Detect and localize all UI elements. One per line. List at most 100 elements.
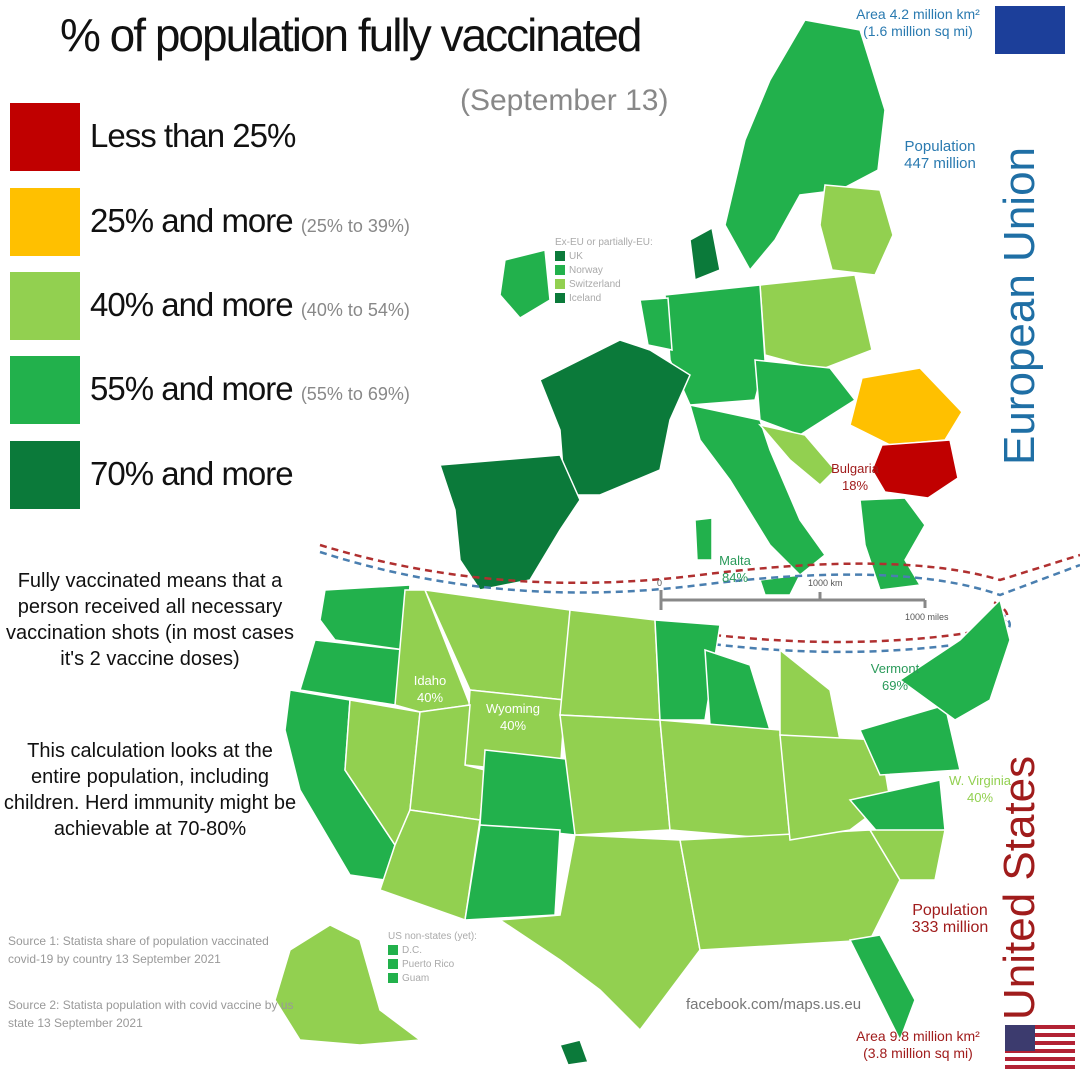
baltics bbox=[819, 184, 894, 276]
legend-swatch bbox=[10, 356, 80, 424]
central-europe bbox=[754, 359, 857, 436]
south bbox=[679, 829, 901, 951]
eu-area: Area 4.2 million km² (1.6 million sq mi) bbox=[838, 6, 998, 40]
region-value: 40% bbox=[966, 790, 994, 805]
us-population-label: Population bbox=[912, 902, 988, 919]
europe-map bbox=[438, 19, 963, 596]
region-value: 84% bbox=[721, 570, 749, 585]
non-states-title: US non-states (yet): bbox=[388, 931, 477, 942]
legend-range: (40% to 54%) bbox=[300, 300, 410, 320]
scale-bar bbox=[659, 590, 927, 610]
carolinas bbox=[868, 829, 946, 881]
dakotas bbox=[559, 609, 661, 721]
legend-label: 25% and more bbox=[90, 202, 294, 239]
eu-area-mi: (1.6 million sq mi) bbox=[863, 23, 973, 39]
region-value: 40% bbox=[416, 690, 444, 705]
legend-swatch bbox=[10, 441, 80, 509]
region-value: 69% bbox=[881, 678, 909, 693]
us-area-text: Area 9.8 million km² bbox=[856, 1028, 980, 1044]
scale-miles: 1000 miles bbox=[905, 612, 949, 622]
michigan bbox=[779, 648, 841, 741]
subtitle: (September 13) bbox=[460, 84, 669, 117]
croatia bbox=[757, 423, 837, 487]
scale-km: 1000 km bbox=[808, 578, 843, 588]
washington bbox=[319, 584, 411, 651]
credit: facebook.com/maps.us.eu bbox=[686, 996, 862, 1013]
region-name: Wyoming bbox=[485, 701, 541, 716]
non-states-list: D.C. Puerto Rico Guam bbox=[388, 944, 477, 986]
region-label: Vermont 69% bbox=[860, 660, 930, 694]
ex-eu-item: Switzerland bbox=[555, 278, 653, 292]
ex-eu-swatch bbox=[555, 251, 565, 262]
ex-eu-name: Switzerland bbox=[569, 279, 621, 290]
ex-eu-name: UK bbox=[569, 251, 583, 262]
ex-eu-item: Norway bbox=[555, 264, 653, 278]
region-value: 40% bbox=[499, 718, 527, 733]
legend-item: 55% and more (55% to 69%) bbox=[90, 370, 410, 408]
hawaii bbox=[558, 1039, 590, 1066]
scale-zero: 0 bbox=[657, 578, 663, 588]
region-label: Idaho 40% bbox=[395, 672, 465, 706]
legend-item: 70% and more bbox=[90, 455, 294, 493]
ex-eu-list: UK Norway Switzerland Iceland bbox=[555, 250, 653, 306]
note: This calculation looks at the entire pop… bbox=[3, 740, 297, 840]
ex-eu-swatch bbox=[555, 293, 565, 304]
note: Fully vaccinated means that a person rec… bbox=[6, 570, 294, 670]
region-label: W. Virginia 40% bbox=[945, 772, 1015, 806]
romania bbox=[849, 367, 963, 446]
non-state-swatch bbox=[388, 959, 398, 970]
legend-range: (25% to 39%) bbox=[300, 216, 410, 236]
non-state-name: Guam bbox=[402, 973, 430, 984]
region-label: Bulgaria 18% bbox=[820, 460, 890, 494]
title: % of population fully vaccinated bbox=[60, 9, 642, 61]
legend-label: 55% and more bbox=[90, 370, 294, 407]
region-name: Bulgaria bbox=[831, 461, 879, 476]
ex-eu-swatch bbox=[555, 265, 565, 276]
colorado bbox=[479, 749, 576, 836]
benelux bbox=[639, 297, 673, 351]
eu-population-label: Population bbox=[904, 138, 976, 155]
non-states: US non-states (yet): D.C. Puerto Rico Guam bbox=[388, 930, 477, 986]
us-area-mi: (3.8 million sq mi) bbox=[863, 1045, 973, 1061]
greece bbox=[859, 497, 926, 591]
region-label: Malta 84% bbox=[700, 552, 770, 586]
ex-eu: Ex-EU or partially-EU: UK Norway Switzerla… bbox=[555, 236, 653, 306]
us-flag bbox=[1005, 1025, 1075, 1073]
us-name: United States bbox=[995, 755, 1044, 1020]
non-state-item: Puerto Rico bbox=[388, 958, 477, 972]
region-name: W. Virginia bbox=[949, 773, 1011, 788]
denmark bbox=[689, 226, 721, 282]
source: Source 2: Statista population with covid… bbox=[8, 998, 294, 1030]
mid-atlantic bbox=[858, 704, 961, 776]
region-name: Vermont bbox=[870, 661, 920, 676]
region-value: 18% bbox=[841, 478, 869, 493]
legend-label: 40% and more bbox=[90, 286, 294, 323]
iberia bbox=[438, 454, 581, 591]
midwest bbox=[659, 719, 791, 841]
plains bbox=[559, 714, 671, 836]
source: Source 1: Statista share of population v… bbox=[8, 934, 269, 966]
eu-population-value: 447 million bbox=[904, 155, 976, 172]
region-name: Idaho bbox=[413, 673, 447, 688]
ex-eu-item: UK bbox=[555, 250, 653, 264]
florida bbox=[848, 934, 916, 1042]
new-mexico bbox=[464, 824, 561, 921]
legend-item: Less than 25% bbox=[90, 117, 296, 155]
region-name: Malta bbox=[719, 553, 751, 568]
eu-flag bbox=[995, 6, 1065, 54]
legend-item: 40% and more (40% to 54%) bbox=[90, 286, 410, 324]
non-state-item: Guam bbox=[388, 972, 477, 986]
region-label: Wyoming 40% bbox=[478, 700, 548, 734]
wisconsin bbox=[704, 648, 772, 731]
eu-name: European Union bbox=[995, 146, 1044, 465]
ex-eu-item: Iceland bbox=[555, 292, 653, 306]
poland bbox=[759, 274, 873, 371]
ex-eu-swatch bbox=[555, 279, 565, 290]
non-state-swatch bbox=[388, 973, 398, 984]
bulgaria bbox=[871, 439, 959, 499]
ex-eu-name: Iceland bbox=[569, 293, 602, 304]
legend-label: 70% and more bbox=[90, 455, 294, 492]
legend-swatch bbox=[10, 103, 80, 171]
